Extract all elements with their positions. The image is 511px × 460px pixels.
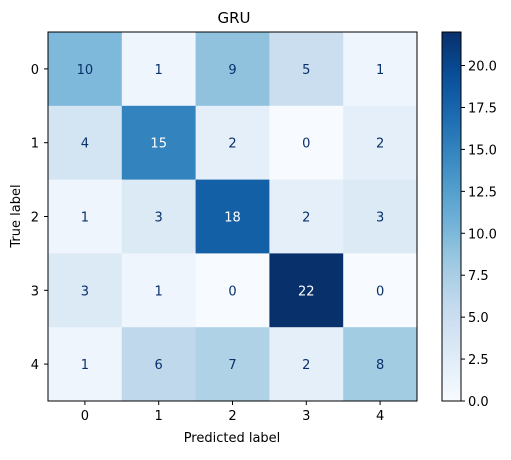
cell-value-label-3-2: 0 [228, 284, 236, 299]
heatmap-cells [48, 32, 418, 402]
heatmap-cell-4-4 [343, 327, 418, 402]
x-tick-label-2: 2 [228, 409, 236, 424]
y-axis-label: True label [9, 184, 24, 248]
cell-value-label-0-2: 9 [228, 63, 236, 78]
heatmap-cell-0-3 [269, 32, 344, 107]
heatmap-cell-0-1 [121, 32, 197, 107]
heatmap-cell-1-0 [48, 105, 123, 181]
cell-value-label-4-2: 7 [228, 358, 236, 373]
colorbar-tick-label: 12.5 [468, 185, 497, 200]
colorbar-tick-label: 20.0 [468, 60, 497, 75]
heatmap-cell-0-0 [48, 32, 123, 107]
heatmap-cell-4-1 [121, 327, 197, 402]
cell-value-label-3-1: 1 [155, 284, 163, 299]
heatmap-cell-1-3 [269, 105, 344, 181]
heatmap-cell-3-3 [269, 253, 344, 328]
heatmap-cell-3-4 [343, 253, 418, 328]
cell-value-label-0-0: 10 [77, 63, 94, 78]
colorbar-tick-label: 5.0 [468, 311, 489, 326]
cell-value-label-4-4: 8 [376, 358, 384, 373]
cell-value-label-3-4: 0 [376, 284, 384, 299]
y-tick-label-2: 2 [31, 211, 39, 226]
colorbar [442, 32, 461, 401]
cell-value-label-3-3: 22 [298, 284, 315, 299]
cell-value-label-1-4: 2 [376, 137, 384, 152]
cell-value-label-2-2: 18 [224, 211, 241, 226]
heatmap-cell-1-1 [121, 105, 197, 181]
heatmap-cell-2-0 [48, 179, 123, 254]
x-axis-ticks: 0 1 2 3 4 [81, 401, 384, 424]
y-axis-ticks: 0 1 2 3 4 [31, 63, 48, 373]
cell-value-label-0-4: 1 [376, 63, 384, 78]
x-axis-label: Predicted label [184, 431, 281, 446]
cell-value-label-2-3: 2 [302, 211, 310, 226]
heatmap-cell-4-0 [48, 327, 123, 402]
colorbar-tick-label: 15.0 [468, 143, 497, 158]
heatmap-cell-4-3 [269, 327, 344, 402]
heatmap-cell-2-1 [121, 179, 197, 254]
colorbar-tick-label: 10.0 [468, 227, 497, 242]
heatmap-cell-2-4 [343, 179, 418, 254]
x-tick-label-0: 0 [81, 409, 89, 424]
cell-value-label-1-1: 15 [150, 137, 167, 152]
cell-value-label-4-1: 6 [155, 358, 163, 373]
colorbar-tick-label: 2.5 [468, 353, 489, 368]
cell-value-label-0-3: 5 [302, 63, 310, 78]
heatmap-cell-labels: 10 1 9 5 14 15 2 0 21 3 18 2 33 1 0 22 01 6 7 2 8 [77, 63, 385, 373]
heatmap-cell-3-0 [48, 253, 123, 328]
colorbar-frame [441, 31, 462, 402]
heatmap-cell-0-4 [343, 32, 418, 107]
cell-value-label-0-1: 1 [155, 63, 163, 78]
cell-value-label-1-2: 2 [228, 137, 236, 152]
colorbar-tick-label: 17.5 [468, 101, 497, 116]
y-tick-label-3: 3 [31, 284, 39, 299]
heatmap-cell-3-2 [195, 253, 270, 328]
heatmap-cell-1-2 [195, 105, 270, 181]
cell-value-label-3-0: 3 [81, 284, 89, 299]
colorbar-tick-label: 7.5 [468, 269, 489, 284]
y-tick-label-0: 0 [31, 63, 39, 78]
y-tick-label-4: 4 [31, 358, 39, 373]
y-tick-label-1: 1 [31, 137, 39, 152]
heatmap-cell-0-2 [195, 32, 270, 107]
cell-value-label-4-3: 2 [302, 358, 310, 373]
chart-title: GRU [217, 9, 250, 27]
heatmap-cell-2-3 [269, 179, 344, 254]
x-tick-label-4: 4 [376, 409, 384, 424]
cell-value-label-2-4: 3 [376, 211, 384, 226]
colorbar-tick-label: 0.0 [468, 395, 489, 410]
cell-value-label-1-0: 4 [81, 137, 89, 152]
x-tick-label-1: 1 [155, 409, 163, 424]
heatmap-cell-2-2 [195, 179, 270, 254]
heatmap-cell-4-2 [195, 327, 270, 402]
cell-value-label-2-0: 1 [81, 211, 89, 226]
cell-value-label-1-3: 0 [302, 137, 310, 152]
heatmap-cell-3-1 [121, 253, 197, 328]
cell-value-label-4-0: 1 [81, 358, 89, 373]
colorbar-ticks: 0.0 2.5 5.0 7.5 10.0 12.5 15.0 17.5 20.0 [461, 60, 497, 410]
heatmap-cell-1-4 [343, 105, 418, 181]
x-tick-label-3: 3 [302, 409, 310, 424]
cell-value-label-2-1: 3 [155, 211, 163, 226]
